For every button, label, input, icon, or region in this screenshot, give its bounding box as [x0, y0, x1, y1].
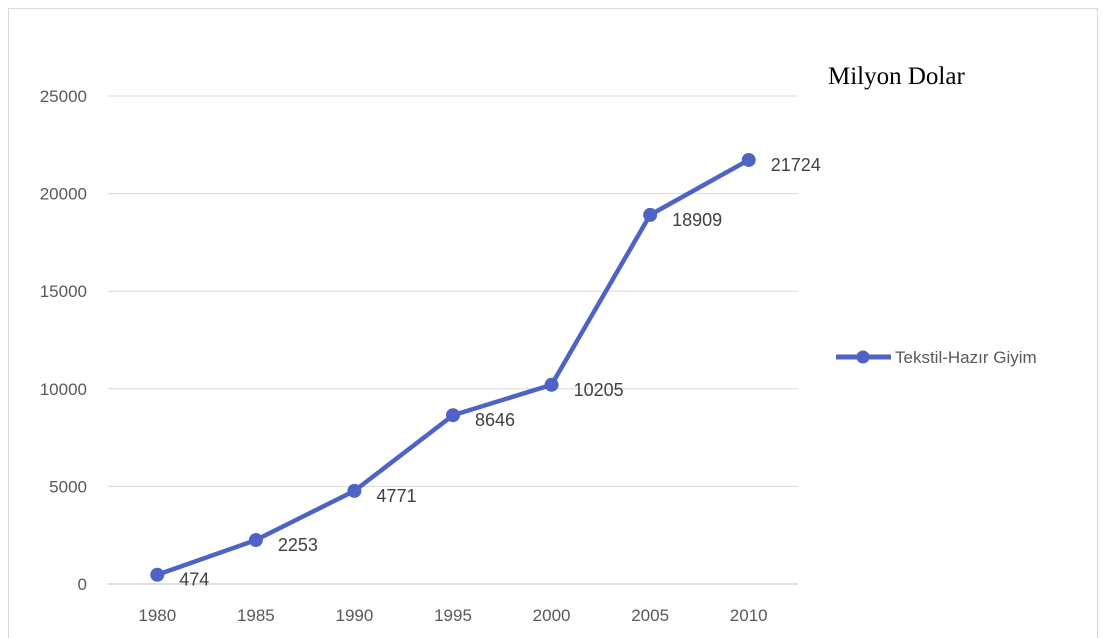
legend-marker [856, 350, 870, 364]
x-tick-label: 1985 [237, 606, 275, 625]
data-label: 21724 [771, 155, 821, 175]
chart-title: Milyon Dolar [828, 63, 965, 90]
data-point [643, 207, 658, 222]
x-tick-label: 2000 [533, 606, 571, 625]
data-label: 474 [179, 570, 209, 590]
x-tick-label: 1980 [138, 606, 176, 625]
y-tick-label: 15000 [40, 282, 87, 301]
gridlines [108, 95, 798, 585]
chart-frame [8, 8, 1098, 638]
series-group [150, 152, 756, 582]
data-label: 8646 [475, 410, 515, 430]
data-label: 10205 [574, 380, 624, 400]
data-label: 18909 [672, 210, 722, 230]
x-tick-label: 2005 [631, 606, 669, 625]
x-tick-label: 1990 [336, 606, 374, 625]
data-point [150, 567, 165, 582]
data-point [741, 152, 756, 167]
x-tick-label: 1995 [434, 606, 472, 625]
series-line [155, 157, 751, 577]
x-tick-label: 2010 [730, 606, 768, 625]
y-tick-label: 5000 [49, 477, 87, 496]
data-point [347, 483, 362, 498]
y-tick-label: 20000 [40, 185, 87, 204]
y-tick-label: 25000 [40, 87, 87, 106]
data-label: 4771 [376, 486, 416, 506]
y-tick-label: 10000 [40, 380, 87, 399]
data-labels: 474 2253 4771 8646 10205 18909 21724 [179, 155, 820, 590]
x-axis-ticks: 1980 1985 1990 1995 2000 2005 2010 [138, 606, 767, 625]
data-point [544, 377, 559, 392]
data-point [248, 533, 263, 548]
data-label: 2253 [278, 535, 318, 555]
legend: Tekstil-Hazır Giyim [836, 348, 1037, 367]
data-point [446, 408, 460, 423]
legend-label: Tekstil-Hazır Giyim [895, 348, 1037, 367]
y-axis-ticks: 0 5000 10000 15000 20000 25000 [40, 87, 87, 594]
y-tick-label: 0 [78, 575, 87, 594]
